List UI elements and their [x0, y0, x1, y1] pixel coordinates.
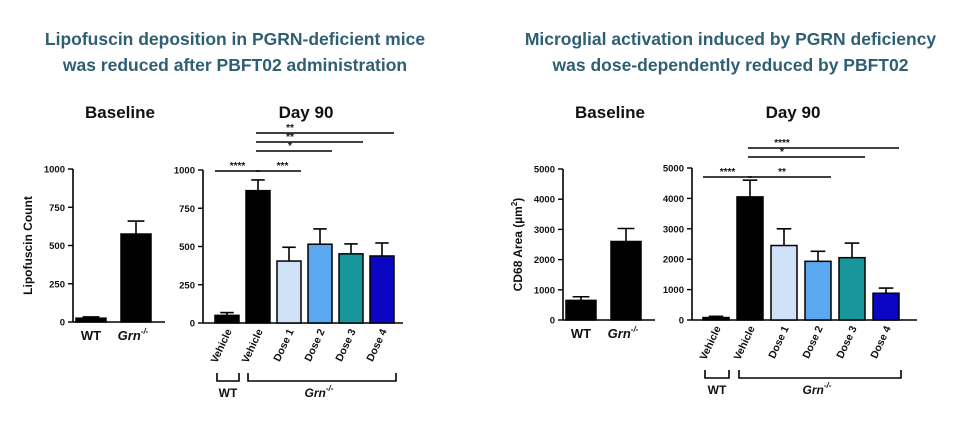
panel2-group-bracket-2 — [247, 373, 397, 382]
right-figure-title: Microglial activation induced by PGRN de… — [490, 26, 971, 78]
right-title-line-1: Microglial activation induced by PGRN de… — [524, 29, 937, 49]
panel1-y-axis-label: Lipofuscin Count — [21, 196, 35, 295]
panel4-title: Day 90 — [766, 103, 821, 122]
panel3-bar-2 — [610, 240, 642, 321]
panel3-y-tick-label: 2000 — [534, 255, 555, 266]
panel4-sig-label-1: **** — [720, 167, 736, 178]
panel2-x-label-6: Dose 4 — [364, 327, 389, 363]
panel4-y-tick-label: 1000 — [663, 285, 684, 296]
panel4-bar-5 — [838, 256, 866, 321]
panel2-sig-label-4: ** — [286, 132, 294, 143]
panel4-group-label-1: WT — [708, 383, 727, 397]
panel1-bar-2 — [120, 233, 152, 323]
panel1-x-label-2: Grn-/- — [118, 327, 149, 343]
panel4-x-label-6: Dose 4 — [868, 324, 893, 360]
panel4-x-label-4: Dose 2 — [800, 324, 825, 360]
left-title-line-1: Lipofuscin deposition in PGRN-deficient … — [44, 29, 426, 49]
panel2-x-label-5: Dose 3 — [333, 327, 358, 363]
panel2-x-label-3: Dose 1 — [271, 327, 296, 363]
panel4-y-tick-label: 5000 — [663, 164, 684, 175]
panel3-y-tick-label: 4000 — [534, 195, 555, 206]
panel4-bar-6 — [872, 292, 900, 321]
panel1-x-label-1: WT — [81, 328, 101, 343]
panel3-y-tick-label: 0 — [550, 316, 555, 327]
panel2-title: Day 90 — [279, 103, 334, 122]
panel3-bar-1 — [565, 299, 597, 321]
panel1-y-tick-label: 1000 — [44, 165, 65, 176]
panel4-x-label-5: Dose 3 — [834, 324, 859, 360]
panel4-bar-4 — [804, 260, 832, 321]
panel4-x-label-3: Dose 1 — [766, 324, 791, 360]
panel1-y-tick-label: 750 — [49, 203, 65, 214]
panel4-bar-3 — [770, 244, 798, 321]
panel2-bar-2 — [245, 189, 271, 324]
panel4-y-tick-label: 4000 — [663, 194, 684, 205]
panel2-sig-label-1: **** — [230, 161, 246, 172]
panel2-bar-6 — [369, 255, 395, 324]
panel2-sig-label-2: *** — [277, 161, 289, 172]
panel3-y-axis-label: CD68 Area (µm2) — [510, 198, 525, 292]
panel4-sig-label-4: **** — [774, 138, 790, 149]
left-figure-title: Lipofuscin deposition in PGRN-deficient … — [0, 26, 470, 78]
panel2-y-tick-label: 1000 — [174, 166, 195, 177]
panel2-y-tick-label: 500 — [179, 242, 195, 253]
panel2-bar-3 — [276, 260, 302, 324]
panel3-y-tick-label: 1000 — [534, 285, 555, 296]
panel3-y-tick-label: 3000 — [534, 225, 555, 236]
panel2-bar-1 — [214, 314, 240, 324]
panel4-sig-label-2: ** — [778, 167, 786, 178]
panel4-group-bracket-2 — [738, 370, 902, 379]
panel1-y-tick-label: 500 — [49, 241, 65, 252]
panel4-bar-2 — [736, 196, 764, 321]
panel4-y-tick-label: 3000 — [663, 224, 684, 235]
panel2-group-label-2: Grn-/- — [305, 384, 334, 400]
panel1-y-tick-label: 0 — [60, 318, 65, 329]
panel3-y-tick-label: 5000 — [534, 165, 555, 176]
panel4-sig-label-3: * — [780, 147, 784, 158]
panel2-bar-5 — [338, 253, 364, 324]
panel4-y-tick-label: 2000 — [663, 255, 684, 266]
panel2-x-label-2: Vehicle — [240, 327, 266, 365]
panel2-group-bracket-1 — [216, 373, 240, 382]
panel4-group-bracket-1 — [704, 370, 730, 379]
panel3-x-label-1: WT — [571, 326, 591, 341]
panel3-x-label-2: Grn-/- — [608, 325, 639, 341]
panel2-group-label-1: WT — [219, 386, 238, 400]
panel2-bar-4 — [307, 243, 333, 324]
right-title-line-2: was dose-dependently reduced by PBFT02 — [552, 55, 909, 75]
panel4-y-tick-label: 0 — [679, 316, 684, 327]
panel4-bar-1 — [702, 316, 730, 321]
panel3-title: Baseline — [575, 103, 645, 122]
panel4-x-label-1: Vehicle — [698, 324, 724, 362]
panel2-y-tick-label: 750 — [179, 204, 195, 215]
panel2-sig-label-3: * — [288, 141, 292, 152]
panel1-bar-1 — [75, 317, 107, 323]
panel2-x-label-1: Vehicle — [209, 327, 235, 365]
panel4-group-label-2: Grn-/- — [803, 381, 832, 397]
panel2-x-label-4: Dose 2 — [302, 327, 327, 363]
panel1-title: Baseline — [85, 103, 155, 122]
panel4-x-label-2: Vehicle — [732, 324, 758, 362]
panel2-y-tick-label: 0 — [190, 319, 195, 330]
left-title-line-2: was reduced after PBFT02 administration — [62, 55, 408, 75]
panel2-y-tick-label: 250 — [179, 280, 195, 291]
panel2-sig-label-5: ** — [286, 123, 294, 134]
panel1-y-tick-label: 250 — [49, 279, 65, 290]
